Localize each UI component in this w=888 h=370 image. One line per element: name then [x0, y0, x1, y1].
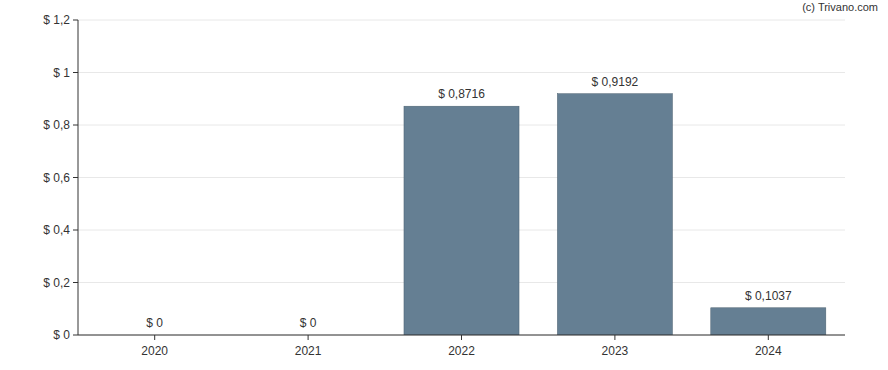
bar	[404, 106, 519, 335]
bars	[404, 94, 826, 335]
y-tick	[73, 20, 78, 21]
x-tick	[308, 335, 309, 340]
y-tick	[73, 177, 78, 178]
y-tick	[73, 282, 78, 283]
grid-line	[78, 72, 845, 73]
y-tick-label: $ 0,8	[43, 118, 70, 132]
chart-container: $ 0 $ 0,2 $ 0,4 $ 0,6 $ 0,8 $ 1 $ 1,2 $ 0 $ 0 $ 0…	[0, 0, 888, 370]
x-tick-label: 2022	[448, 344, 475, 358]
data-label: $ 0,8716	[438, 87, 485, 101]
data-label: $ 0	[300, 316, 317, 330]
data-label: $ 0	[146, 316, 163, 330]
y-tick	[73, 125, 78, 126]
x-tick-label: 2023	[602, 344, 629, 358]
y-tick-label: $ 0,6	[43, 171, 70, 185]
y-tick	[73, 230, 78, 231]
x-tick	[461, 335, 462, 340]
x-tick-label: 2024	[755, 344, 782, 358]
bar	[711, 308, 826, 335]
x-tick	[154, 335, 155, 340]
bar	[557, 94, 672, 335]
y-tick-label: $ 0	[53, 328, 70, 342]
y-tick	[73, 335, 78, 336]
y-tick-label: $ 1,2	[43, 13, 70, 27]
copyright: (c) Trivano.com	[802, 1, 878, 13]
y-tick	[73, 72, 78, 73]
x-tick	[614, 335, 615, 340]
grid-line	[78, 20, 845, 21]
y-tick-label: $ 0,4	[43, 223, 70, 237]
x-tick	[768, 335, 769, 340]
data-label: $ 0,9192	[592, 75, 639, 89]
y-tick-label: $ 0,2	[43, 276, 70, 290]
y-axis	[78, 20, 79, 335]
x-tick-label: 2021	[295, 344, 322, 358]
x-tick-label: 2020	[141, 344, 168, 358]
y-tick-label: $ 1	[53, 66, 70, 80]
data-label: $ 0,1037	[745, 289, 792, 303]
chart-svg: $ 0 $ 0,2 $ 0,4 $ 0,6 $ 0,8 $ 1 $ 1,2 $ 0 $ 0 $ 0…	[0, 0, 888, 370]
